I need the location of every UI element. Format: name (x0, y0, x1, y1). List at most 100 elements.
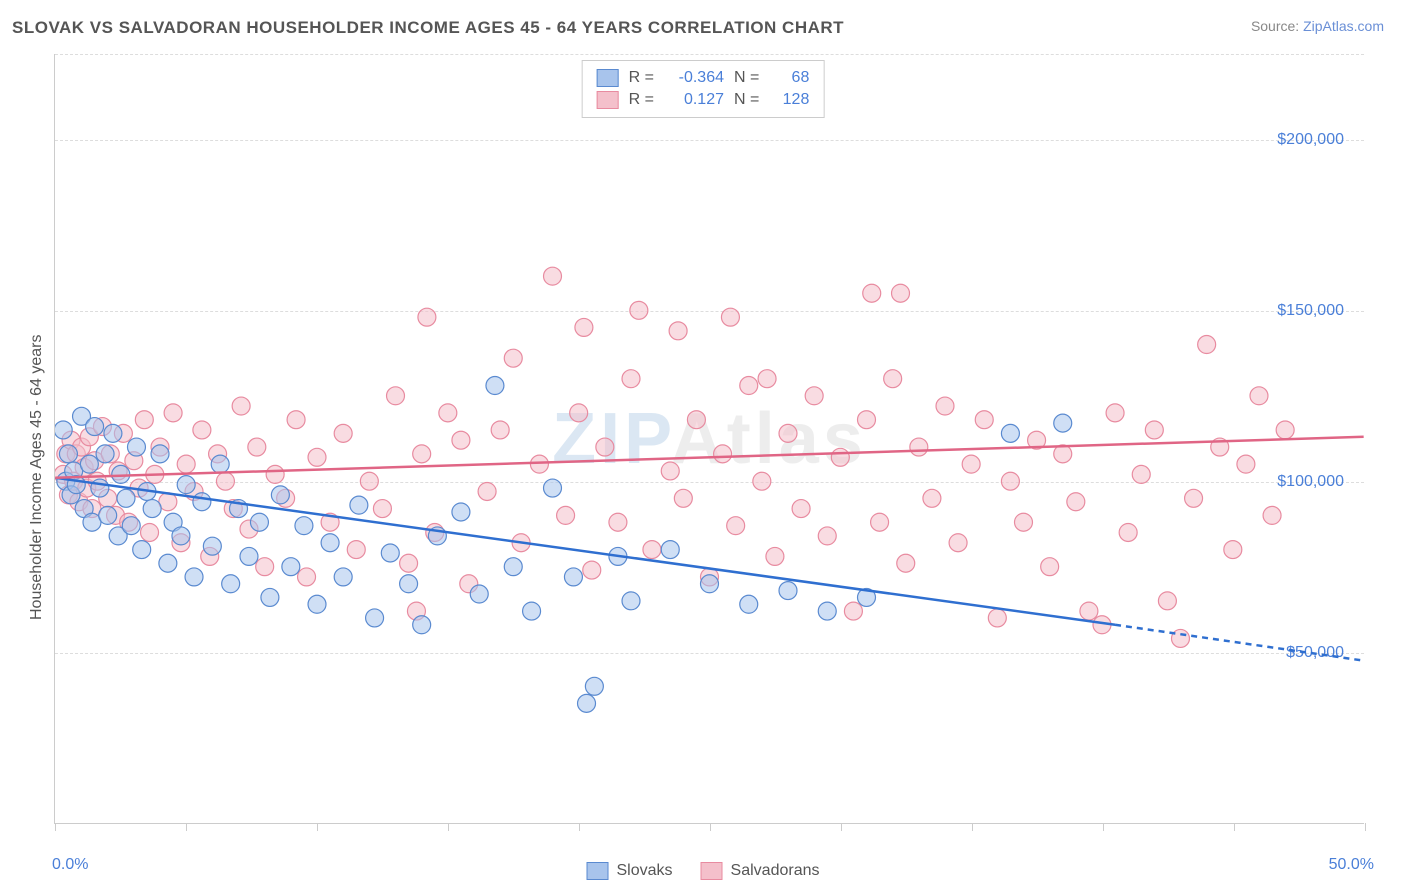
data-point (701, 575, 719, 593)
data-point (133, 541, 151, 559)
data-point (544, 479, 562, 497)
data-point (400, 554, 418, 572)
data-point (347, 541, 365, 559)
data-point (596, 438, 614, 456)
x-tick (448, 823, 449, 831)
data-point (413, 445, 431, 463)
data-point (491, 421, 509, 439)
data-point (504, 558, 522, 576)
data-point (240, 547, 258, 565)
data-point (585, 677, 603, 695)
data-point (792, 500, 810, 518)
data-point (250, 513, 268, 531)
data-point (779, 424, 797, 442)
data-point (216, 472, 234, 490)
data-point (1119, 524, 1137, 542)
legend-swatch (597, 91, 619, 109)
data-point (86, 418, 104, 436)
data-point (91, 479, 109, 497)
data-point (831, 448, 849, 466)
data-point (1106, 404, 1124, 422)
data-point (222, 575, 240, 593)
data-point (308, 448, 326, 466)
x-tick (710, 823, 711, 831)
data-point (271, 486, 289, 504)
data-point (714, 445, 732, 463)
data-point (122, 517, 140, 535)
data-point (360, 472, 378, 490)
data-point (185, 568, 203, 586)
data-point (988, 609, 1006, 627)
data-point (1054, 414, 1072, 432)
data-point (211, 455, 229, 473)
data-point (193, 421, 211, 439)
data-point (892, 284, 910, 302)
data-point (232, 397, 250, 415)
r-label: R = (629, 69, 654, 87)
chart-title: SLOVAK VS SALVADORAN HOUSEHOLDER INCOME … (12, 18, 844, 38)
y-axis-label: Householder Income Ages 45 - 64 years (28, 335, 46, 621)
data-point (1276, 421, 1294, 439)
legend-row: R = 0.127 N = 128 (597, 89, 810, 111)
data-point (661, 541, 679, 559)
x-tick (1103, 823, 1104, 831)
x-tick (186, 823, 187, 831)
data-point (1250, 387, 1268, 405)
data-point (975, 411, 993, 429)
data-point (622, 592, 640, 610)
data-point (818, 602, 836, 620)
x-tick (1234, 823, 1235, 831)
data-point (193, 493, 211, 511)
data-point (643, 541, 661, 559)
data-point (818, 527, 836, 545)
data-point (1158, 592, 1176, 610)
trend-line-extrapolated (1115, 625, 1364, 661)
data-point (1132, 465, 1150, 483)
data-point (308, 595, 326, 613)
data-point (452, 431, 470, 449)
data-point (740, 377, 758, 395)
x-tick (55, 823, 56, 831)
source-link[interactable]: ZipAtlas.com (1303, 18, 1384, 34)
data-point (962, 455, 980, 473)
x-tick (841, 823, 842, 831)
data-point (1001, 424, 1019, 442)
data-point (177, 455, 195, 473)
data-point (1145, 421, 1163, 439)
source-label: Source: (1251, 18, 1299, 34)
data-point (470, 585, 488, 603)
data-point (740, 595, 758, 613)
data-point (858, 411, 876, 429)
data-point (486, 377, 504, 395)
data-point (1198, 336, 1216, 354)
data-point (1185, 489, 1203, 507)
data-point (1263, 506, 1281, 524)
series-legend: Slovaks Salvadorans (587, 862, 820, 880)
data-point (871, 513, 889, 531)
data-point (59, 445, 77, 463)
data-point (1041, 558, 1059, 576)
data-point (478, 482, 496, 500)
legend-label: Salvadorans (731, 862, 820, 880)
plot-area: ZIPAtlas $50,000$100,000$150,000$200,000 (54, 54, 1364, 824)
data-point (622, 370, 640, 388)
data-point (159, 554, 177, 572)
data-point (418, 308, 436, 326)
data-point (99, 506, 117, 524)
data-point (936, 397, 954, 415)
r-label: R = (629, 91, 654, 109)
n-value: 128 (769, 91, 809, 109)
data-point (669, 322, 687, 340)
x-tick (317, 823, 318, 831)
n-label: N = (734, 91, 759, 109)
data-point (1080, 602, 1098, 620)
legend-swatch (701, 862, 723, 880)
data-point (523, 602, 541, 620)
scatter-svg (55, 54, 1364, 823)
data-point (321, 534, 339, 552)
data-point (366, 609, 384, 627)
legend-item: Slovaks (587, 862, 673, 880)
data-point (544, 267, 562, 285)
data-point (766, 547, 784, 565)
data-point (334, 424, 352, 442)
